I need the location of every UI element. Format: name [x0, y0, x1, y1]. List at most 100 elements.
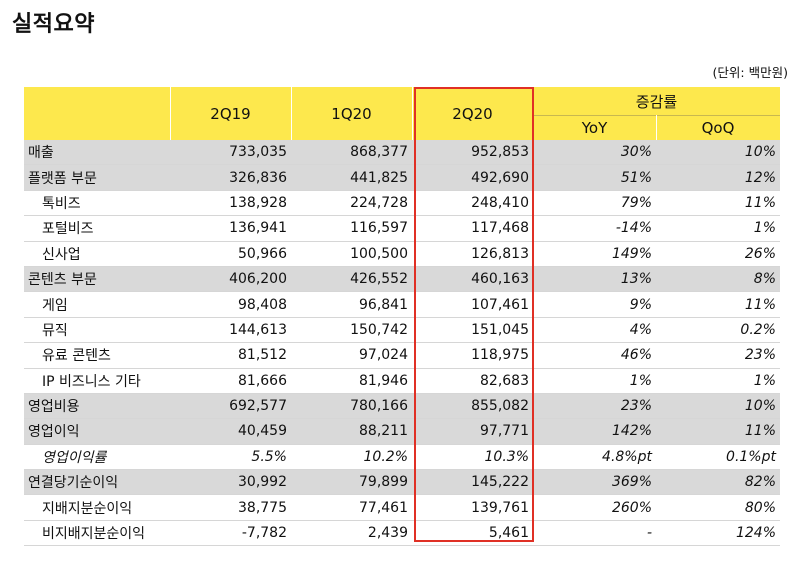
table-row: 톡비즈 138,928 224,728 248,410 79% 11% — [24, 190, 780, 217]
value-yoy: 4.8%pt — [533, 444, 656, 471]
value-2q20: 139,761 — [412, 494, 533, 521]
value-qoq: 11% — [656, 291, 780, 318]
value-1q20: 224,728 — [291, 190, 412, 217]
header-label-cell — [24, 87, 171, 140]
value-yoy: 369% — [533, 469, 656, 496]
table-row: 게임 98,408 96,841 107,461 9% 11% — [24, 291, 780, 318]
value-2q19: 81,512 — [170, 342, 291, 369]
value-1q20: 2,439 — [291, 520, 412, 547]
value-1q20: 780,166 — [291, 393, 412, 420]
unit-note: (단위: 백만원) — [712, 65, 788, 80]
value-2q19: 136,941 — [170, 215, 291, 242]
row-label: 영업이익 — [24, 418, 170, 445]
table-body: 매출 733,035 868,377 952,853 30% 10% 플랫폼 부문 326,8… — [24, 140, 780, 547]
table-row: 플랫폼 부문 326,836 441,825 492,690 51% 12% — [24, 164, 780, 191]
value-2q20: 460,163 — [412, 266, 533, 293]
value-yoy: 1% — [533, 368, 656, 394]
value-2q19: 692,577 — [170, 393, 291, 420]
value-qoq: 0.1%pt — [656, 444, 780, 471]
value-1q20: 79,899 — [291, 469, 412, 496]
value-qoq: 1% — [656, 368, 780, 394]
table-row: 유료 콘텐츠 81,512 97,024 118,975 46% 23% — [24, 342, 780, 369]
value-2q19: 50,966 — [170, 241, 291, 267]
value-2q20: 117,468 — [412, 215, 533, 242]
row-label: 신사업 — [24, 241, 170, 267]
value-2q19: 5.5% — [170, 444, 291, 471]
value-qoq: 1% — [656, 215, 780, 242]
page-title: 실적요약 — [12, 12, 95, 37]
value-2q20: 118,975 — [412, 342, 533, 369]
value-2q19: 38,775 — [170, 494, 291, 521]
value-2q19: -7,782 — [170, 520, 291, 547]
value-2q20: 248,410 — [412, 190, 533, 217]
value-yoy: 79% — [533, 190, 656, 217]
table-row: 매출 733,035 868,377 952,853 30% 10% — [24, 140, 780, 166]
header-period: 2Q20 — [412, 87, 534, 140]
value-2q19: 40,459 — [170, 418, 291, 445]
header-qoq: QoQ — [656, 115, 781, 140]
value-qoq: 23% — [656, 342, 780, 369]
value-qoq: 80% — [656, 494, 780, 521]
table-row: 신사업 50,966 100,500 126,813 149% 26% — [24, 241, 780, 267]
value-yoy: 51% — [533, 164, 656, 191]
value-2q19: 733,035 — [170, 140, 291, 166]
value-qoq: 10% — [656, 393, 780, 420]
table-row: 영업비용 692,577 780,166 855,082 23% 10% — [24, 393, 780, 420]
row-label: 영업비용 — [24, 393, 170, 420]
value-2q20: 5,461 — [412, 520, 533, 547]
row-label: 유료 콘텐츠 — [24, 342, 170, 369]
value-1q20: 100,500 — [291, 241, 412, 267]
value-2q20: 492,690 — [412, 164, 533, 191]
value-1q20: 81,946 — [291, 368, 412, 394]
value-1q20: 868,377 — [291, 140, 412, 166]
value-1q20: 426,552 — [291, 266, 412, 293]
value-qoq: 12% — [656, 164, 780, 191]
value-qoq: 11% — [656, 190, 780, 217]
header-yoy: YoY — [533, 115, 657, 140]
value-yoy: 23% — [533, 393, 656, 420]
value-2q20: 97,771 — [412, 418, 533, 445]
value-1q20: 88,211 — [291, 418, 412, 445]
value-2q20: 126,813 — [412, 241, 533, 267]
value-2q19: 81,666 — [170, 368, 291, 394]
row-label: 연결당기순이익 — [24, 469, 170, 496]
value-qoq: 124% — [656, 520, 780, 547]
value-yoy: -14% — [533, 215, 656, 242]
value-yoy: 13% — [533, 266, 656, 293]
row-label: 게임 — [24, 291, 170, 318]
value-yoy: 142% — [533, 418, 656, 445]
value-qoq: 0.2% — [656, 317, 780, 344]
value-2q20: 107,461 — [412, 291, 533, 318]
value-2q20: 145,222 — [412, 469, 533, 496]
table-row: 콘텐츠 부문 406,200 426,552 460,163 13% 8% — [24, 266, 780, 293]
value-1q20: 97,024 — [291, 342, 412, 369]
table-row: 비지배지분순이익 -7,782 2,439 5,461-124% — [24, 520, 780, 547]
value-yoy: 46% — [533, 342, 656, 369]
value-2q19: 138,928 — [170, 190, 291, 217]
value-1q20: 96,841 — [291, 291, 412, 318]
row-label: 톡비즈 — [24, 190, 170, 217]
value-2q20: 952,853 — [412, 140, 533, 166]
value-2q19: 98,408 — [170, 291, 291, 318]
table-row: IP 비즈니스 기타 81,666 81,946 82,683 1% 1% — [24, 368, 780, 394]
value-qoq: 82% — [656, 469, 780, 496]
row-label: 플랫폼 부문 — [24, 164, 170, 191]
table-row: 영업이익 40,459 88,211 97,771 142% 11% — [24, 418, 780, 445]
row-label: 포털비즈 — [24, 215, 170, 242]
value-yoy: 149% — [533, 241, 656, 267]
value-qoq: 11% — [656, 418, 780, 445]
row-label: 비지배지분순이익 — [24, 520, 170, 547]
earnings-summary-table: 2Q19 1Q20 2Q20 증감률 YoY QoQ 매출 733,035 868,… — [24, 87, 781, 547]
value-2q20: 82,683 — [412, 368, 533, 394]
value-2q20: 10.3% — [412, 444, 533, 471]
value-1q20: 441,825 — [291, 164, 412, 191]
row-label: 영업이익률 — [24, 444, 170, 471]
row-label: 뮤직 — [24, 317, 170, 344]
value-yoy: 9% — [533, 291, 656, 318]
value-yoy: 260% — [533, 494, 656, 521]
value-qoq: 8% — [656, 266, 780, 293]
value-1q20: 10.2% — [291, 444, 412, 471]
header-change-group: 증감률 — [533, 87, 781, 116]
value-1q20: 116,597 — [291, 215, 412, 242]
row-label: IP 비즈니스 기타 — [24, 368, 170, 394]
